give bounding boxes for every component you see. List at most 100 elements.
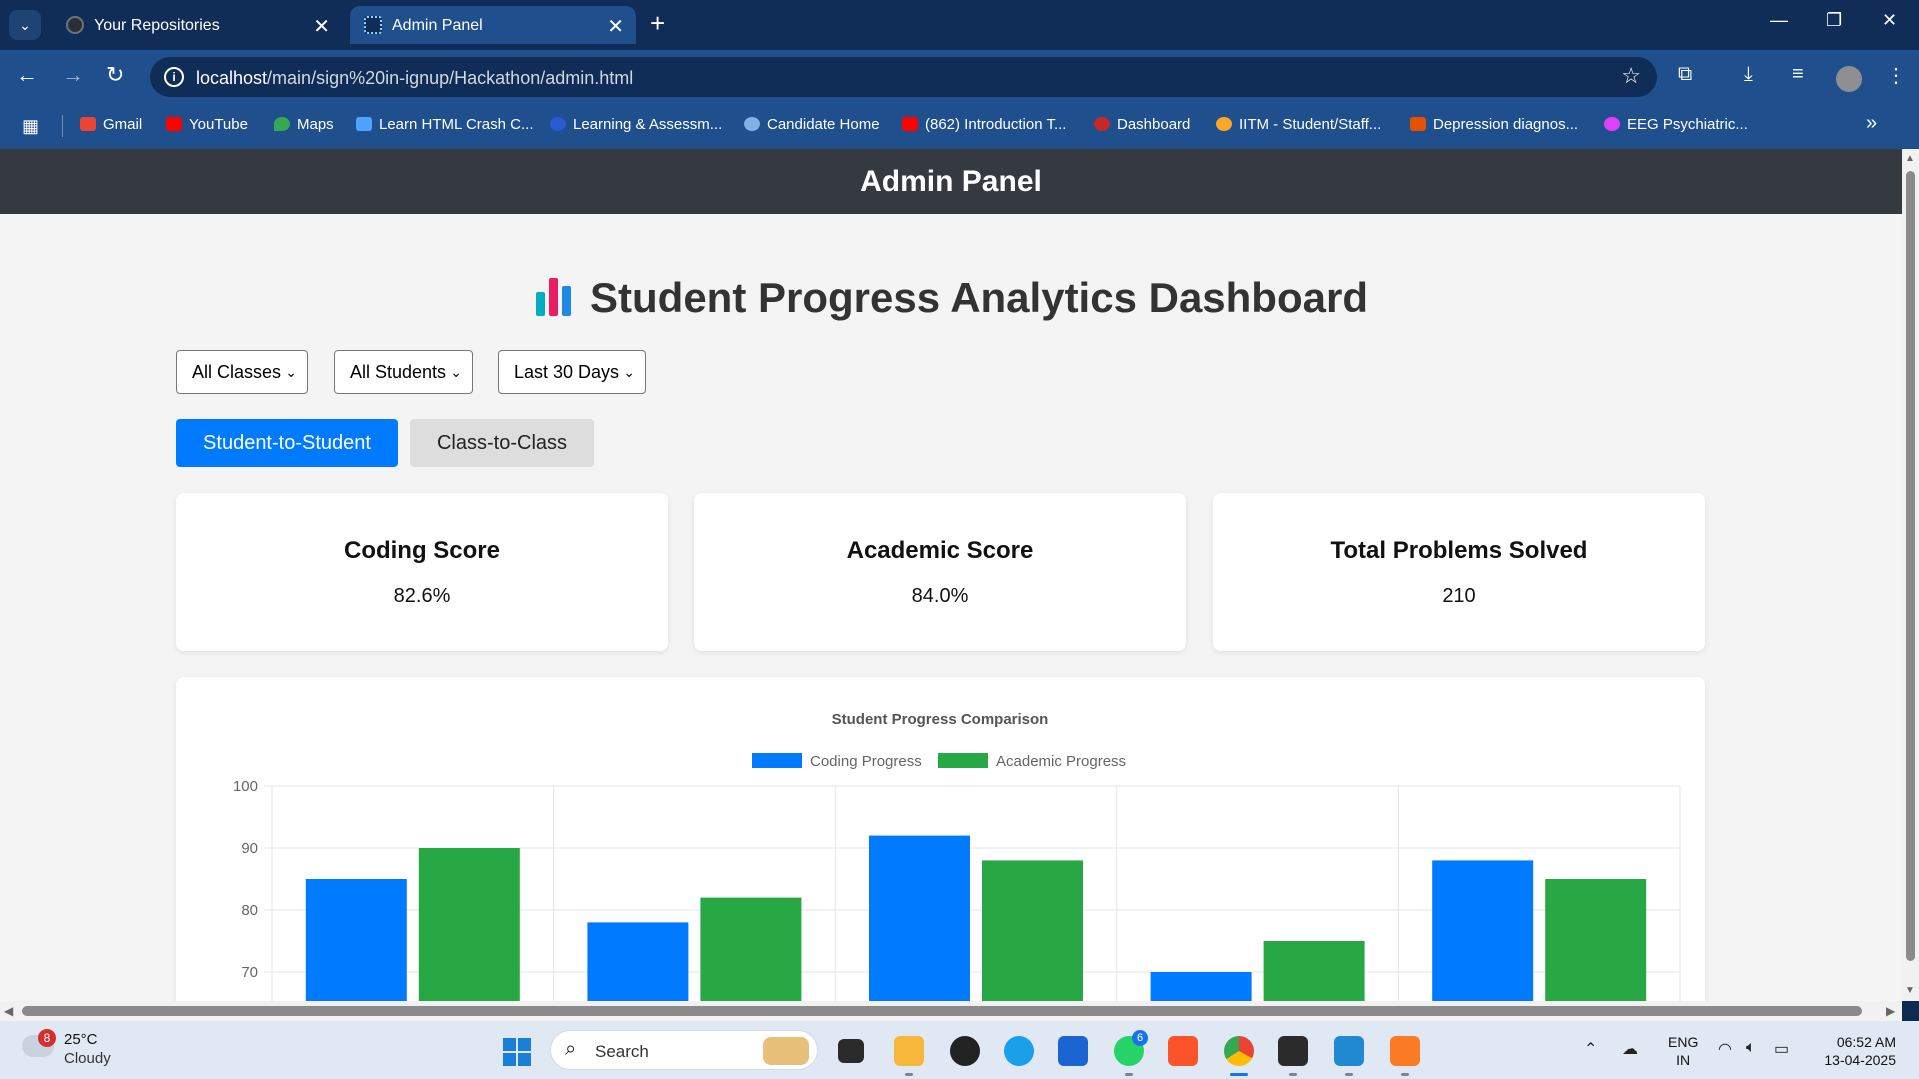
bookmark-learn-html[interactable]: Learn HTML Crash C... [356, 116, 534, 133]
class-to-class-button[interactable]: Class-to-Class [410, 419, 594, 467]
download-icon[interactable]: ⤓ [1744, 63, 1753, 85]
onedrive-offline-icon[interactable]: ☁ [1622, 1041, 1638, 1058]
address-bar[interactable]: i localhost/main/sign%20in-ignup/Hackath… [150, 57, 1657, 97]
horizontal-scrollbar[interactable]: ◀ ▶ [0, 1001, 1902, 1021]
student-filter-select[interactable]: All Students ⌄ [334, 350, 473, 394]
app-running-indicator [1125, 1073, 1133, 1076]
card-value: 210 [1442, 585, 1476, 607]
bookmark-youtube[interactable]: YouTube [166, 116, 248, 133]
card-title: Total Problems Solved [1330, 537, 1588, 564]
minimize-icon[interactable]: — [1770, 10, 1788, 30]
academic-score-card: Academic Score 84.0% [694, 493, 1186, 651]
window-close-icon[interactable]: ✕ [1882, 10, 1898, 30]
browser-toolbar: ← → ↻ i localhost/main/sign%20in-ignup/H… [0, 50, 1919, 102]
bookmark-gmail[interactable]: Gmail [80, 116, 142, 133]
url-text[interactable]: localhost/main/sign%20in-ignup/Hackathon… [196, 68, 634, 88]
progress-chart: Student Progress Comparison Coding Progre… [233, 711, 1681, 1001]
app-running-indicator [1401, 1073, 1409, 1076]
learning-icon [550, 117, 566, 131]
scroll-left-icon[interactable]: ◀ [4, 1004, 14, 1018]
bookmark-eeg[interactable]: EEG Psychiatric... [1604, 116, 1748, 133]
legend-swatch [752, 753, 802, 768]
tab-search-button[interactable]: ⌄ [9, 10, 41, 40]
bookmark-depression[interactable]: Depression diagnos... [1410, 116, 1578, 133]
problems-solved-card: Total Problems Solved 210 [1213, 493, 1705, 651]
tab-your-repositories[interactable]: Your Repositories ✕ [52, 6, 342, 44]
vscode-icon[interactable] [1334, 1036, 1364, 1066]
search-icon: ⌕ [565, 1038, 577, 1060]
menu-icon[interactable]: ⋮ [1886, 65, 1906, 87]
brave-icon[interactable] [1168, 1036, 1198, 1066]
dashboard-title: Student Progress Analytics Dashboard [0, 274, 1902, 322]
bookmark-iitm[interactable]: IITM - Student/Staff... [1216, 116, 1381, 133]
tab-title: Your Repositories [94, 17, 220, 34]
tab-admin-panel[interactable]: Admin Panel ✕ [350, 6, 636, 44]
language-indicator[interactable]: ENG IN [1668, 1034, 1699, 1068]
taskbar-search[interactable]: ⌕ Search [550, 1030, 818, 1070]
reload-icon[interactable]: ↻ [106, 62, 125, 87]
bookmark-learning-assessment[interactable]: Learning & Assessm... [550, 116, 722, 133]
apps-grid-icon[interactable]: ▦ [22, 116, 40, 136]
scroll-up-icon[interactable]: ▲ [1905, 153, 1915, 164]
youtube-icon [166, 117, 182, 131]
task-view-icon[interactable] [838, 1039, 864, 1063]
restore-icon[interactable]: ❐ [1826, 10, 1843, 30]
student-to-student-button[interactable]: Student-to-Student [176, 419, 398, 467]
edge-icon[interactable] [1004, 1036, 1034, 1066]
bookmark-star-icon[interactable]: ☆ [1621, 63, 1641, 88]
wifi-icon[interactable]: ◠ [1718, 1041, 1732, 1058]
dell-icon[interactable] [950, 1036, 980, 1066]
horizontal-scroll-thumb[interactable] [22, 1006, 1862, 1016]
xampp-icon[interactable] [1390, 1036, 1420, 1066]
class-filter-select[interactable]: All Classes ⌄ [176, 350, 308, 394]
tab-strip: ⌄ Your Repositories ✕ Admin Panel ✕ + — … [0, 0, 1919, 50]
new-tab-button[interactable]: + [650, 8, 666, 38]
volume-icon[interactable]: 🔈︎ [1746, 1039, 1756, 1056]
scroll-down-icon[interactable]: ▼ [1905, 985, 1915, 996]
bookmark-candidate-home[interactable]: Candidate Home [744, 116, 880, 133]
card-title: Coding Score [343, 537, 500, 564]
period-filter-select[interactable]: Last 30 Days ⌄ [498, 350, 646, 394]
app-running-indicator [1345, 1073, 1353, 1076]
bar-coding [305, 879, 407, 1001]
weather-badge: 8 [38, 1029, 56, 1047]
extensions-icon[interactable]: ⧉ [1678, 63, 1693, 85]
app-running-indicator [1289, 1073, 1297, 1076]
terminal-icon[interactable] [1278, 1036, 1308, 1066]
more-bookmarks-icon[interactable]: » [1866, 112, 1878, 134]
close-icon[interactable]: ✕ [607, 16, 624, 38]
show-hidden-icons-icon[interactable]: ⌃ [1584, 1041, 1598, 1058]
close-icon[interactable]: ✕ [313, 16, 330, 38]
chevron-down-icon: ⌄ [623, 364, 635, 380]
emoji-icon [1216, 117, 1232, 131]
file-explorer-icon[interactable] [894, 1036, 924, 1066]
bookmark-maps[interactable]: Maps [274, 116, 334, 133]
bookmark-introduction[interactable]: (862) Introduction T... [902, 116, 1066, 133]
rainbow-icon [744, 117, 760, 131]
clock[interactable]: 06:52 AM 13-04-2025 [1824, 1034, 1896, 1068]
site-info-icon[interactable]: i [164, 67, 184, 87]
card-value: 84.0% [911, 585, 969, 607]
legend-label: Academic Progress [996, 753, 1126, 770]
back-icon[interactable]: ← [16, 62, 38, 87]
vertical-scrollbar[interactable]: ▲ ▼ [1902, 149, 1919, 1001]
forward-icon[interactable]: → [62, 62, 84, 87]
bookmark-divider [62, 115, 63, 137]
profile-avatar[interactable] [1836, 66, 1862, 92]
bar-coding [587, 922, 689, 1001]
bar-academic [418, 848, 520, 1001]
bookmarks-bar: ▦ Gmail YouTube Maps Learn HTML Crash C.… [0, 102, 1919, 149]
bar-academic [1545, 879, 1647, 1001]
chrome-icon[interactable] [1224, 1036, 1254, 1066]
y-tick-label: 80 [241, 902, 258, 919]
battery-icon[interactable]: ▭ [1774, 1041, 1790, 1058]
progress-chart-card: Student Progress Comparison Coding Progre… [176, 677, 1705, 1001]
chart-title: Student Progress Comparison [832, 711, 1049, 728]
store-icon[interactable] [1058, 1036, 1088, 1066]
scroll-right-icon[interactable]: ▶ [1886, 1004, 1896, 1018]
app-active-indicator [1230, 1073, 1248, 1076]
media-control-icon[interactable]: ≡ [1792, 63, 1804, 85]
vertical-scroll-thumb[interactable] [1906, 171, 1915, 961]
bookmark-dashboard[interactable]: Dashboard [1094, 116, 1190, 133]
windows-start-icon[interactable] [503, 1038, 531, 1066]
